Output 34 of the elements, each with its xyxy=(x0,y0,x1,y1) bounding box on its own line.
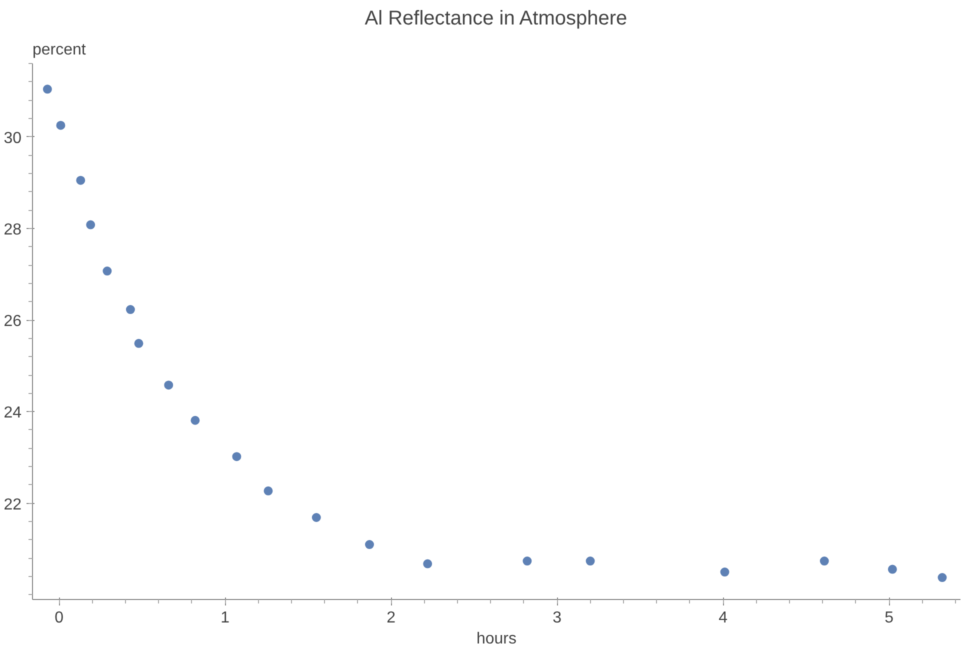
x-tick-label: 2 xyxy=(386,610,396,626)
point xyxy=(42,84,52,94)
y-tick-label: 24 xyxy=(4,404,22,422)
x-tick-label: 5 xyxy=(884,610,894,626)
chart-title: Al Reflectance in Atmosphere xyxy=(364,8,628,30)
x-tick-label: 3 xyxy=(552,610,562,626)
point xyxy=(126,305,135,314)
point xyxy=(365,540,374,550)
point xyxy=(423,559,432,568)
point xyxy=(522,556,532,566)
point xyxy=(56,120,66,130)
point xyxy=(86,220,96,230)
y-axis-title: percent xyxy=(32,42,86,58)
point xyxy=(232,452,242,462)
point xyxy=(820,556,829,566)
point xyxy=(190,416,200,425)
point xyxy=(134,338,144,348)
point xyxy=(102,266,112,276)
point xyxy=(720,568,730,577)
y-tick-label: 26 xyxy=(4,313,22,330)
point xyxy=(586,556,595,566)
y-tick-label: 22 xyxy=(4,496,22,514)
point xyxy=(76,176,86,185)
point xyxy=(264,486,273,496)
x-tick-label: 0 xyxy=(54,610,64,626)
y-tick-label: 28 xyxy=(4,221,22,238)
point xyxy=(164,380,174,390)
x-axis-title: hours xyxy=(476,630,517,648)
x-tick-label: 1 xyxy=(220,610,230,626)
point xyxy=(888,564,897,574)
x-tick-label: 4 xyxy=(718,610,728,626)
point xyxy=(938,573,947,582)
point xyxy=(312,513,321,522)
y-tick-label: 30 xyxy=(4,130,22,147)
